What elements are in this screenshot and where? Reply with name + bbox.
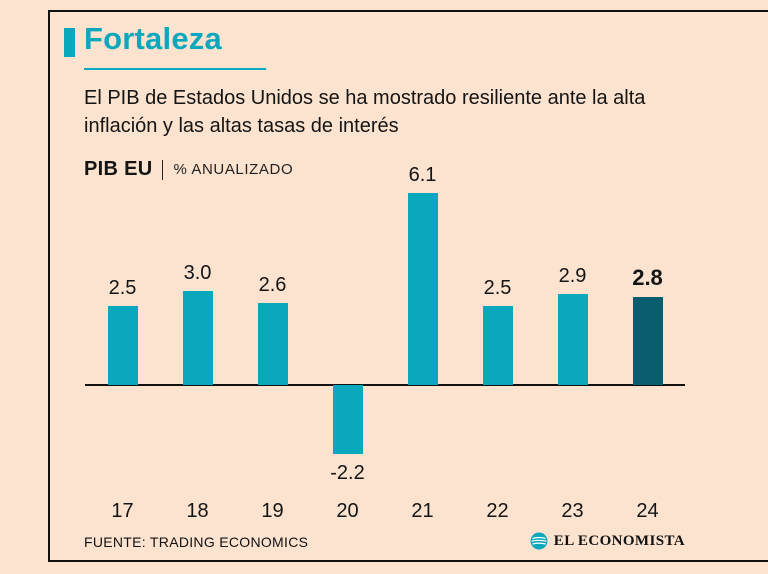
chart-header: PIB EU % ANUALIZADO: [84, 158, 293, 181]
bar-column-18: 3.0: [160, 188, 235, 498]
title-underline: [84, 68, 266, 70]
x-axis-labels: 17 18 19 20 21 22 23 24: [85, 500, 685, 523]
chart-title: PIB EU: [84, 158, 153, 180]
bar-column-23: 2.9: [535, 188, 610, 498]
x-tick-19: 19: [261, 500, 284, 522]
page-frame: [48, 10, 768, 562]
value-label-24: 2.8: [632, 264, 663, 290]
bar-column-19: 2.6: [235, 188, 310, 498]
bar-20: [332, 385, 363, 455]
value-label-19: 2.6: [258, 274, 287, 297]
brand-name: EL ECONOMISTA: [553, 532, 685, 549]
bar-column-22: 2.5: [460, 188, 535, 498]
bar-chart-plot: 2.5 3.0 2.6 -2.2 6.1 2.5 2.9 2.8: [85, 164, 685, 498]
bar-24: [632, 296, 663, 385]
bar-22: [482, 306, 513, 385]
value-label-21: 6.1: [408, 163, 437, 186]
separator: [162, 159, 164, 180]
bar-column-20: -2.2: [310, 188, 385, 498]
bar-18: [182, 290, 213, 385]
bar-21: [407, 192, 438, 385]
bar-column-17: 2.5: [85, 188, 160, 498]
x-tick-23: 23: [561, 500, 584, 522]
bar-column-21: 6.1: [385, 164, 460, 498]
brand-logo: EL ECONOMISTA: [530, 532, 685, 550]
value-label-18: 3.0: [183, 261, 212, 284]
chart-units-label: % ANUALIZADO: [173, 161, 294, 178]
x-tick-22: 22: [486, 500, 509, 522]
value-label-22: 2.5: [483, 277, 512, 300]
source-credit: FUENTE: TRADING ECONOMICS: [84, 534, 309, 550]
title-accent-marker: [64, 28, 75, 57]
el-economista-logo-icon: [530, 532, 548, 550]
x-tick-17: 17: [111, 500, 134, 522]
value-label-17: 2.5: [108, 277, 137, 300]
bar-17: [107, 306, 138, 385]
bar-column-24: 2.8: [610, 188, 685, 498]
x-tick-18: 18: [186, 500, 209, 522]
x-tick-24: 24: [636, 500, 659, 522]
page-title: Fortaleza: [84, 21, 222, 56]
x-tick-20: 20: [336, 500, 359, 522]
bar-23: [557, 293, 588, 385]
zero-axis-line: [85, 384, 685, 386]
bar-19: [257, 303, 288, 385]
value-label-23: 2.9: [558, 264, 587, 287]
x-tick-21: 21: [411, 500, 434, 522]
value-label-20: -2.2: [330, 462, 365, 485]
chart-description: El PIB de Estados Unidos se ha mostrado …: [84, 87, 646, 137]
